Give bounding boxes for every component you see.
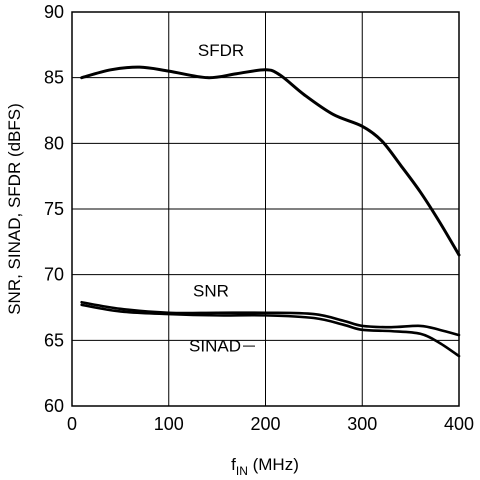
x-tick-label: 0 xyxy=(67,414,77,434)
series-label-sfdr: SFDR xyxy=(198,41,244,60)
y-tick-label: 85 xyxy=(44,68,64,88)
y-tick-label: 60 xyxy=(44,396,64,416)
grid-lines xyxy=(72,12,459,406)
y-tick-label: 65 xyxy=(44,330,64,350)
y-axis-title: SNR, SINAD, SFDR (dBFS) xyxy=(5,103,24,315)
x-tick-label: 400 xyxy=(444,414,474,434)
y-tick-label: 90 xyxy=(44,2,64,22)
y-tick-label: 80 xyxy=(44,133,64,153)
y-tick-label: 75 xyxy=(44,199,64,219)
series-label-sinad: SINAD xyxy=(189,337,241,356)
y-tick-label: 70 xyxy=(44,265,64,285)
series-label-snr: SNR xyxy=(193,281,229,300)
x-tick-label: 200 xyxy=(250,414,280,434)
x-axis-title: fIN (MHz) xyxy=(231,455,299,478)
x-tick-label: 300 xyxy=(347,414,377,434)
series-line-snr xyxy=(80,300,461,337)
x-tick-label: 100 xyxy=(154,414,184,434)
series-line-sinad xyxy=(80,303,461,358)
series-line-sfdr xyxy=(80,65,461,257)
series-lines xyxy=(80,65,461,358)
tick-labels: 0 100 200 300 400 60 65 70 75 80 85 90 xyxy=(44,2,474,434)
x-axis-subscript: IN xyxy=(236,464,248,478)
plot-frame xyxy=(71,11,460,407)
series-labels: SFDR SNR SINAD xyxy=(189,41,255,356)
